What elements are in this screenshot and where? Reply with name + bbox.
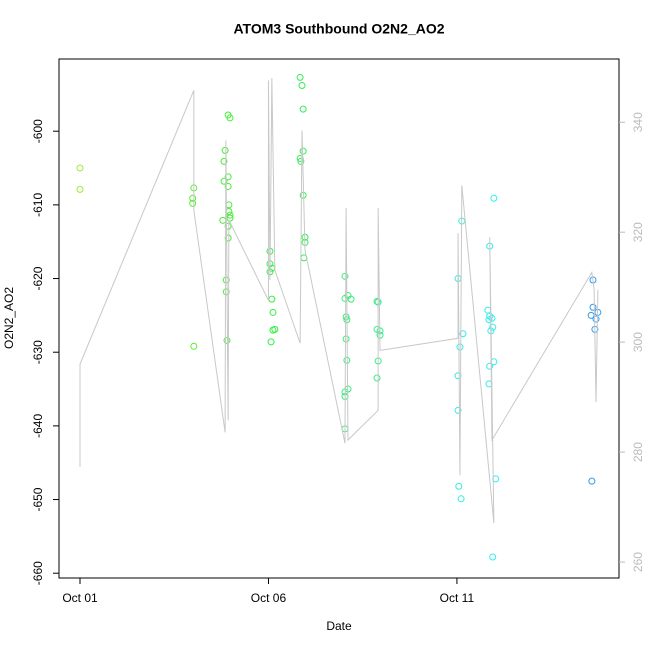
x-tick-label: Oct 11 (440, 591, 475, 605)
y2-tick-label: 300 (631, 332, 645, 352)
data-point (189, 194, 197, 202)
y-axis-title: O2N2_AO2 (2, 287, 16, 349)
data-point (486, 362, 494, 370)
data-point (224, 222, 232, 230)
data-point (485, 316, 493, 324)
data-point (486, 312, 494, 320)
data-point (299, 105, 307, 113)
data-point (342, 335, 350, 343)
data-point (454, 406, 462, 414)
data-point (226, 214, 234, 222)
data-point (226, 114, 234, 122)
data-point (299, 147, 307, 155)
data-point (189, 199, 197, 207)
y-tick-label: -610 (31, 193, 45, 217)
y2-tick-label: 340 (631, 112, 645, 132)
data-point (269, 308, 277, 316)
data-point (76, 164, 84, 172)
data-point (341, 272, 349, 280)
data-point (347, 295, 355, 303)
y-tick-label: -640 (31, 414, 45, 438)
chart-title: ATOM3 Southbound O2N2_AO2 (233, 21, 444, 37)
data-point (224, 173, 232, 181)
data-point (271, 325, 279, 333)
y-tick-label: -600 (31, 119, 45, 143)
data-point (222, 276, 230, 284)
data-point (373, 297, 381, 305)
y2-tick-label: 280 (631, 442, 645, 462)
x-axis-title: Date (326, 619, 352, 633)
y-tick-label: -630 (31, 340, 45, 364)
x-tick-label: Oct 06 (251, 591, 287, 605)
y-tick-label: -660 (31, 561, 45, 585)
data-point (490, 194, 498, 202)
data-point (489, 323, 497, 331)
y2-tick-label: 320 (631, 222, 645, 242)
data-point (190, 342, 198, 350)
x-tick-label: Oct 01 (62, 591, 98, 605)
data-point (76, 185, 84, 193)
y-tick-label: -650 (31, 487, 45, 511)
data-point (296, 73, 304, 81)
data-point (298, 82, 306, 90)
data-point (457, 495, 465, 503)
data-point (592, 315, 600, 323)
data-point (459, 330, 467, 338)
data-point (489, 553, 497, 561)
data-point (455, 482, 463, 490)
data-point (222, 288, 230, 296)
data-point (589, 303, 597, 311)
data-point (342, 313, 350, 321)
data-line (79, 78, 599, 524)
y2-tick-label: 260 (631, 552, 645, 572)
data-point (297, 157, 305, 165)
data-point (373, 374, 381, 382)
y-tick-label: -620 (31, 266, 45, 290)
data-point (456, 343, 464, 351)
data-point (267, 338, 275, 346)
data-point (220, 157, 228, 165)
data-point (221, 146, 229, 154)
data-point (226, 211, 234, 219)
data-point (588, 477, 596, 485)
data-point (224, 182, 232, 190)
data-point (220, 177, 228, 185)
plot-frame (58, 58, 620, 579)
